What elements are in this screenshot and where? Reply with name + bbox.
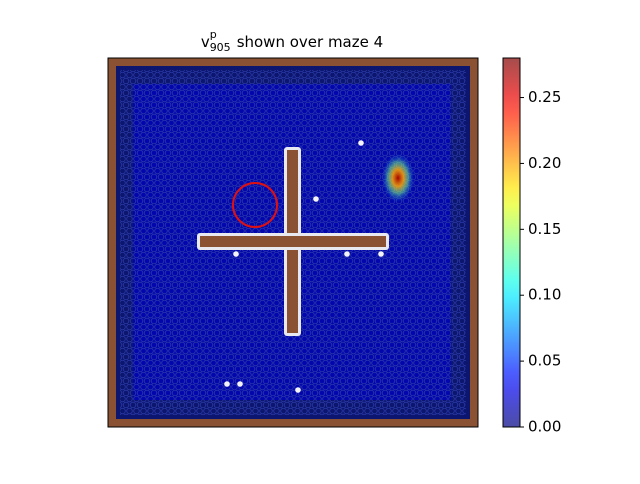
colorbar-fill xyxy=(502,57,521,428)
white-cell xyxy=(233,251,239,257)
white-cell xyxy=(344,251,350,257)
white-cell xyxy=(224,381,230,387)
colorbar-tick-label: 0.15 xyxy=(528,220,561,238)
colorbar-tick-label: 0.00 xyxy=(528,418,561,436)
goal-marker xyxy=(232,182,278,228)
wall xyxy=(200,236,386,247)
colorbar-tick-label: 0.05 xyxy=(528,352,561,370)
colorbar-tick-label: 0.20 xyxy=(528,154,561,172)
title-sub: 905 xyxy=(210,41,231,54)
white-cell xyxy=(313,196,319,202)
title-base: v xyxy=(201,33,210,51)
chart-title: vp 905 shown over maze 4 xyxy=(201,28,383,54)
maze xyxy=(107,57,479,428)
white-cell xyxy=(358,140,364,146)
white-cell xyxy=(378,251,384,257)
white-cell xyxy=(237,381,243,387)
colorbar: 0.00 0.05 0.10 0.15 0.20 0.25 xyxy=(502,57,561,436)
colorbar-tick-label: 0.10 xyxy=(528,286,561,304)
colorbar-tick-label: 0.25 xyxy=(528,88,561,106)
title-sup: p xyxy=(210,28,217,41)
white-cell xyxy=(295,387,301,393)
hotspot xyxy=(382,154,414,202)
title-text: shown over maze 4 xyxy=(237,33,383,51)
